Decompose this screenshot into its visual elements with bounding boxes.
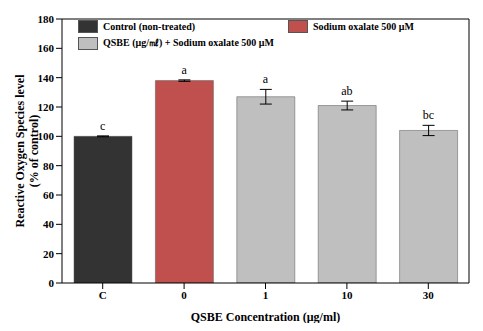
svg-text:60: 60 — [43, 189, 55, 201]
svg-text:QSBE Concentration (μg/ml): QSBE Concentration (μg/ml) — [191, 310, 340, 323]
svg-text:Reactive Oxygen Species level: Reactive Oxygen Species level — [13, 74, 27, 228]
svg-text:0: 0 — [181, 289, 187, 301]
svg-text:bc: bc — [423, 108, 434, 122]
svg-text:0: 0 — [49, 277, 55, 289]
svg-text:180: 180 — [38, 13, 55, 25]
svg-text:20: 20 — [43, 248, 55, 260]
svg-text:(% of control): (% of control) — [27, 115, 41, 187]
svg-text:C: C — [99, 289, 107, 301]
svg-text:120: 120 — [38, 101, 55, 113]
svg-text:1: 1 — [263, 289, 269, 301]
svg-text:a: a — [263, 72, 269, 86]
svg-text:10: 10 — [341, 289, 353, 301]
html-text:Sodium oxalate 500 μM: Sodium oxalate 500 μM — [312, 21, 414, 32]
html-text:QSBE (μg/㎖) + Sodium oxalate 5: QSBE (μg/㎖) + Sodium oxalate 500 μM — [103, 37, 274, 48]
svg-text:c: c — [100, 119, 105, 133]
svg-text:160: 160 — [38, 42, 55, 54]
svg-text:ab: ab — [341, 84, 352, 98]
svg-text:140: 140 — [38, 72, 55, 84]
svg-text:a: a — [181, 63, 187, 77]
svg-text:80: 80 — [43, 160, 55, 172]
svg-text:100: 100 — [38, 130, 55, 142]
svg-text:30: 30 — [423, 289, 435, 301]
svg-text:40: 40 — [43, 218, 55, 230]
html-text:Control (non-treated): Control (non-treated) — [103, 21, 196, 32]
